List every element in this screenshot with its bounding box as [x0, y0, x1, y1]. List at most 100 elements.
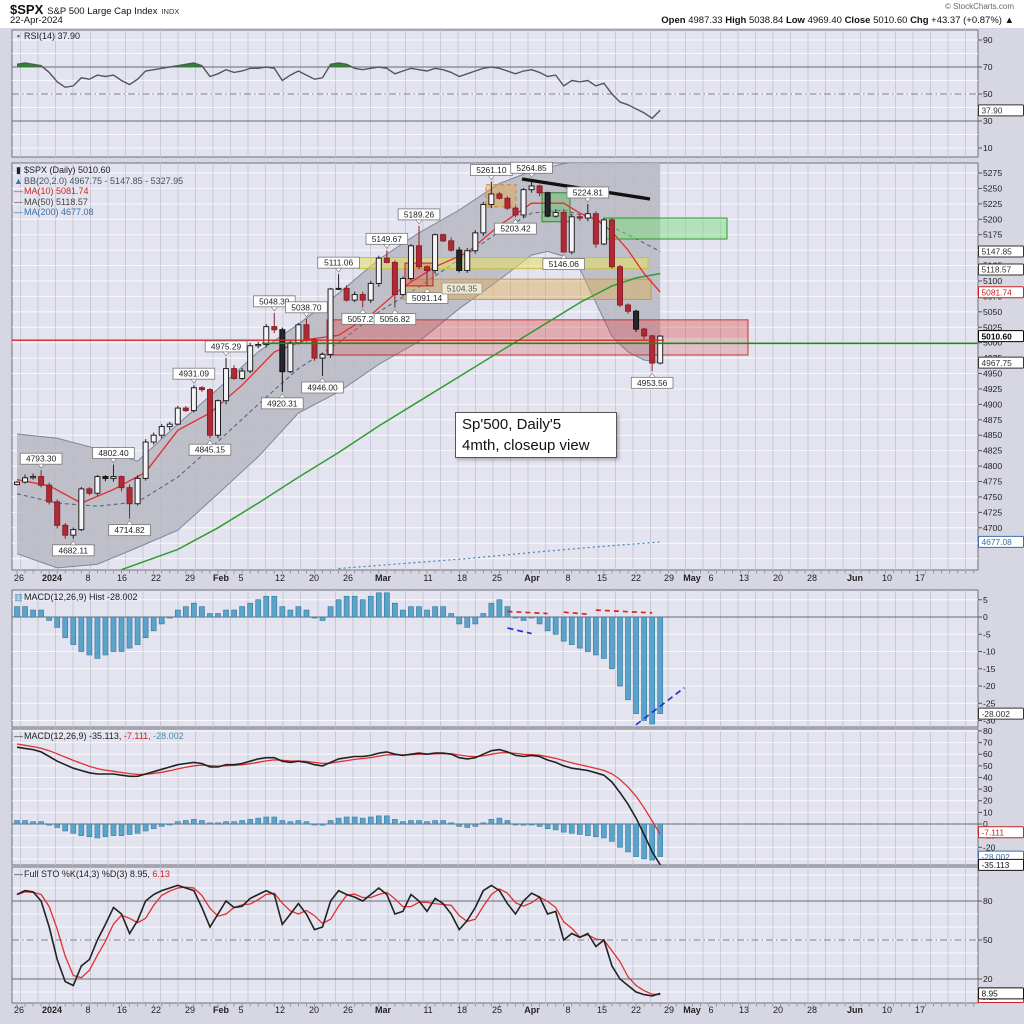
candle	[239, 370, 246, 379]
svg-text:11: 11	[423, 573, 432, 583]
svg-text:0: 0	[983, 819, 988, 829]
hist-bar	[576, 616, 583, 649]
hist-bar	[166, 616, 173, 619]
svg-text:5189.26: 5189.26	[404, 209, 435, 219]
macd-line-icon: —	[14, 731, 23, 741]
svg-text:15: 15	[597, 573, 607, 583]
hist-bar	[416, 606, 422, 618]
svg-text:18: 18	[457, 573, 467, 583]
svg-text:13: 13	[739, 573, 749, 583]
svg-text:5038.70: 5038.70	[291, 302, 322, 312]
svg-text:18: 18	[457, 1005, 467, 1015]
svg-text:May: May	[683, 573, 701, 583]
blue-dashed-annotation	[631, 687, 685, 727]
hist-bar	[528, 616, 535, 619]
hist-bar	[617, 616, 623, 687]
hist-bar	[38, 609, 44, 618]
svg-text:-5: -5	[983, 629, 991, 639]
hist-bar	[351, 595, 358, 618]
svg-text:12: 12	[275, 573, 285, 583]
macd-signal-line	[16, 743, 661, 835]
red-dashed-annotation	[563, 611, 588, 616]
rsi-series	[16, 62, 661, 120]
candle	[110, 476, 117, 479]
hist-bar	[102, 616, 109, 656]
svg-text:50: 50	[983, 761, 993, 771]
candle	[399, 278, 406, 296]
candle	[215, 400, 221, 436]
candle	[641, 328, 648, 337]
svg-text:29: 29	[185, 573, 195, 583]
svg-text:10: 10	[882, 1005, 892, 1015]
hist-bar	[22, 606, 28, 618]
svg-text:20: 20	[773, 1005, 783, 1015]
candle	[536, 185, 543, 194]
hist-bar	[625, 616, 631, 701]
hist-bar	[601, 616, 607, 659]
hist-bar	[247, 602, 254, 618]
macd-panel	[11, 728, 979, 866]
svg-text:5147.85: 5147.85	[982, 247, 1013, 257]
hist-bar	[303, 609, 310, 618]
svg-text:26: 26	[343, 573, 353, 583]
low-value: 4969.40	[807, 15, 842, 26]
svg-text:Apr: Apr	[524, 1005, 540, 1015]
svg-text:20: 20	[773, 573, 783, 583]
candle	[617, 266, 623, 306]
svg-text:40: 40	[983, 772, 993, 782]
hist-bar	[94, 616, 101, 659]
svg-text:5146.06: 5146.06	[549, 259, 580, 269]
svg-text:22: 22	[631, 1005, 641, 1015]
analysis-zone	[327, 319, 748, 356]
svg-text:13: 13	[739, 1005, 749, 1015]
svg-text:-20: -20	[983, 842, 996, 852]
svg-text:Feb: Feb	[213, 1005, 230, 1015]
svg-text:6: 6	[708, 1005, 713, 1015]
svg-text:4900: 4900	[983, 399, 1002, 409]
candle	[279, 329, 286, 373]
candle	[94, 476, 101, 494]
candle	[46, 484, 53, 503]
hist-bar	[62, 616, 69, 639]
chart-date: 22-Apr-2024	[10, 15, 63, 26]
symbol-title: $SPX S&P 500 Large Cap Index INDX	[10, 2, 179, 17]
candle	[62, 524, 69, 536]
candle	[383, 257, 390, 263]
candle	[247, 345, 254, 372]
svg-text:4750: 4750	[983, 492, 1002, 502]
svg-text:-10: -10	[983, 647, 996, 657]
hist-bar	[657, 616, 664, 714]
hist-bar	[367, 595, 374, 618]
svg-text:4875: 4875	[983, 415, 1002, 425]
hist-bar	[584, 616, 591, 652]
hist-bar	[593, 616, 599, 656]
svg-text:5: 5	[238, 573, 243, 583]
svg-text:4700: 4700	[983, 523, 1002, 533]
svg-text:22: 22	[151, 1005, 161, 1015]
svg-text:22: 22	[151, 573, 161, 583]
svg-text:5050: 5050	[983, 307, 1002, 317]
svg-text:60: 60	[983, 749, 993, 759]
candle	[158, 426, 165, 436]
hist-bar	[343, 595, 350, 618]
sto-series	[16, 884, 661, 997]
hist-bar	[375, 592, 382, 618]
hist-legend: ▥MACD(12,26,9) Hist -28.002	[14, 592, 137, 603]
candle	[625, 304, 632, 312]
svg-text:4682.11: 4682.11	[58, 545, 88, 555]
hist-bar	[496, 599, 503, 618]
svg-text:50: 50	[983, 89, 993, 99]
legend-ma10-text: MA(10) 5081.74	[24, 186, 89, 196]
hist-bar	[609, 616, 615, 670]
red-dashed-annotation	[507, 610, 548, 615]
svg-text:4825: 4825	[983, 446, 1002, 456]
analysis-zone	[358, 257, 648, 269]
macd-line	[16, 746, 661, 865]
svg-text:5225: 5225	[983, 199, 1002, 209]
hist-panel	[11, 589, 979, 728]
macd-value: MACD(12,26,9) -35.113,	[24, 731, 122, 741]
svg-text:5111.06: 5111.06	[324, 258, 353, 268]
candle	[407, 245, 414, 280]
hist-bar	[142, 616, 149, 639]
open-label: Open	[661, 15, 686, 26]
